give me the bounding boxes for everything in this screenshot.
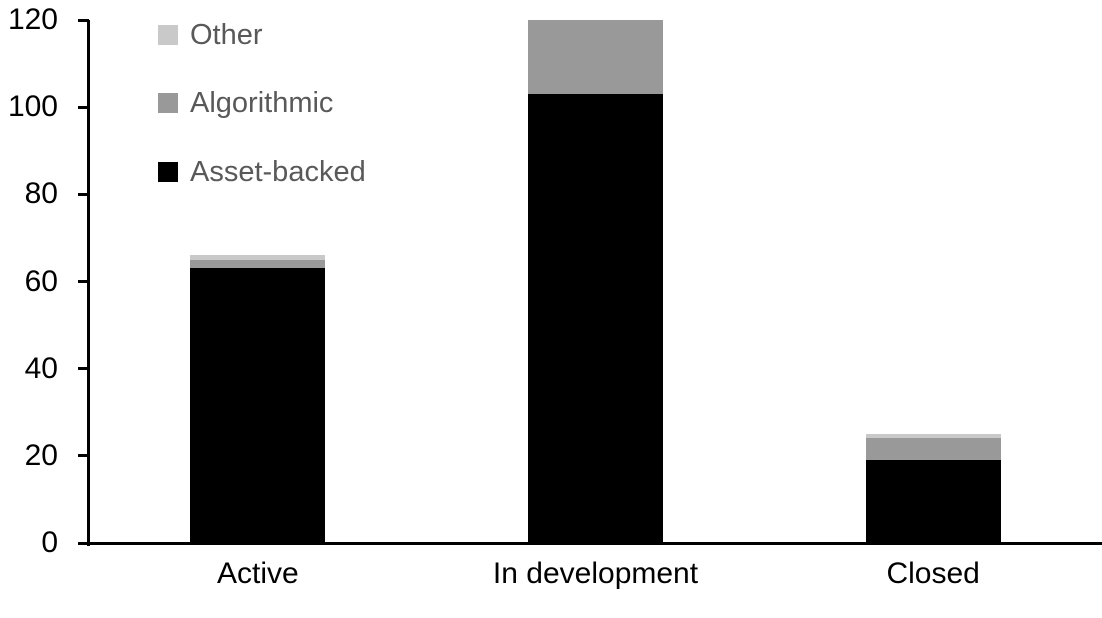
y-axis-tick-mark bbox=[78, 454, 89, 458]
x-axis-line bbox=[78, 542, 1102, 545]
bar-segment-other-active bbox=[190, 255, 326, 260]
bar-segment-asset-backed-active bbox=[190, 268, 326, 543]
y-axis-tick-label: 20 bbox=[24, 438, 58, 472]
bar-segment-asset-backed-closed bbox=[865, 460, 1001, 543]
legend-swatch-icon bbox=[158, 93, 178, 113]
bar-segment-algorithmic-active bbox=[190, 259, 326, 269]
legend-item-algorithmic: Algorithmic bbox=[158, 87, 333, 119]
legend-item-asset-backed: Asset-backed bbox=[158, 156, 366, 188]
y-axis-tick-label: 40 bbox=[24, 351, 58, 385]
legend-label: Other bbox=[190, 18, 263, 51]
y-axis-tick-label: 0 bbox=[41, 526, 58, 559]
y-axis-tick-mark bbox=[78, 280, 89, 283]
y-axis-tick-label: 100 bbox=[7, 90, 58, 124]
y-axis-tick-mark bbox=[78, 105, 89, 109]
bar-segment-other-closed bbox=[865, 434, 1001, 439]
bar-segment-algorithmic-in-development bbox=[528, 20, 663, 95]
y-axis-tick-mark bbox=[78, 367, 89, 371]
legend-swatch-icon bbox=[158, 25, 178, 45]
y-axis-tick-mark bbox=[78, 192, 89, 196]
y-axis-line bbox=[87, 20, 90, 546]
bar-segment-asset-backed-in-development bbox=[528, 94, 663, 543]
y-axis-tick-label: 120 bbox=[7, 3, 58, 36]
y-axis-tick-label: 80 bbox=[24, 177, 58, 211]
legend-label: Algorithmic bbox=[190, 86, 334, 119]
y-axis-tick-label: 60 bbox=[24, 264, 58, 298]
y-axis-tick-mark bbox=[78, 541, 89, 545]
x-axis-category-label: In development bbox=[492, 557, 699, 590]
x-axis-category-label: Closed bbox=[886, 557, 980, 590]
legend-swatch-icon bbox=[158, 162, 178, 182]
legend-item-other: Other bbox=[158, 19, 263, 51]
x-axis-category-label: Active bbox=[216, 557, 299, 590]
bar-segment-algorithmic-closed bbox=[865, 438, 1001, 461]
y-axis-tick-mark bbox=[78, 18, 89, 22]
legend-label: Asset-backed bbox=[190, 155, 366, 188]
